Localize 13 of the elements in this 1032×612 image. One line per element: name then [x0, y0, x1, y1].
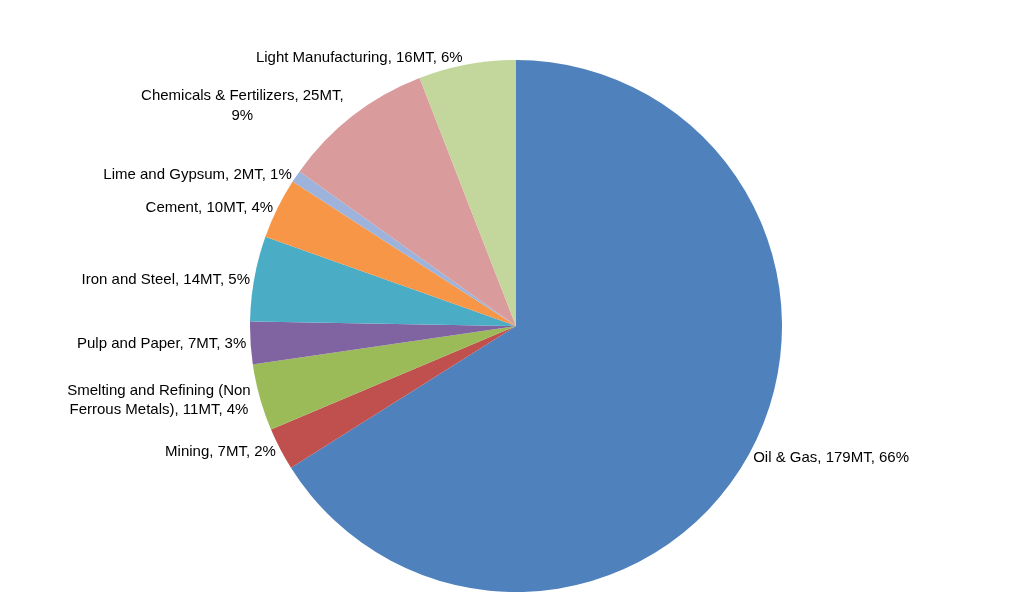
slice-label: Cement, 10MT, 4%: [145, 198, 274, 216]
pie-slice: [250, 321, 516, 365]
slice-label: Lime and Gypsum, 2MT, 1%: [103, 165, 292, 183]
pie-slice: [252, 326, 516, 430]
slice-label: Mining, 7MT, 2%: [165, 442, 276, 460]
slice-label: Light Manufacturing, 16MT, 6%: [255, 47, 463, 65]
pie-slice: [250, 236, 516, 326]
pie-slice: [299, 78, 516, 326]
slice-label: Smelting and Refining (Non Ferrous Metals), 11MT, 4%: [67, 380, 251, 418]
slice-label: Pulp and Paper, 7MT, 3%: [77, 334, 247, 352]
slice-label: Chemicals & Fertilizers, 25MT, 9%: [141, 86, 344, 123]
slice-label: Oil & Gas, 179MT, 66%: [753, 448, 910, 466]
slice-label: Iron and Steel, 14MT, 5%: [81, 269, 251, 287]
